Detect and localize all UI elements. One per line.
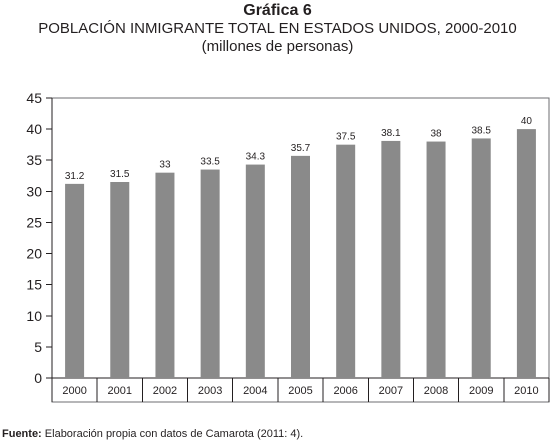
bar-value-label: 38.5 <box>471 125 491 136</box>
chart-number: Gráfica 6 <box>243 2 312 19</box>
bar <box>155 172 175 378</box>
bar-value-label: 35.7 <box>291 143 311 154</box>
source-text: Elaboración propia con datos de Camarota… <box>41 428 304 440</box>
x-tick-label: 2004 <box>243 385 267 397</box>
bar-value-label: 31.2 <box>65 171 85 182</box>
bar <box>336 144 356 378</box>
bar <box>516 129 536 378</box>
bar <box>381 140 401 378</box>
y-tick-label: 25 <box>26 214 42 230</box>
x-tick-label: 2002 <box>153 385 177 397</box>
y-tick-label: 5 <box>34 339 42 355</box>
bar-value-label: 33 <box>159 160 171 171</box>
y-tick-label: 10 <box>26 308 42 324</box>
y-tick-label: 30 <box>26 183 42 199</box>
bar-value-label: 40 <box>521 116 533 127</box>
bar <box>471 138 491 378</box>
bar-value-label: 38.1 <box>381 128 401 139</box>
x-tick-label: 2009 <box>469 385 493 397</box>
x-tick-label: 2006 <box>333 385 357 397</box>
bar <box>245 164 265 378</box>
bar-value-label: 34.3 <box>246 152 266 163</box>
bar-value-label: 31.5 <box>110 169 130 180</box>
x-tick-label: 2003 <box>198 385 222 397</box>
y-tick-label: 45 <box>26 90 42 106</box>
x-tick-label: 2000 <box>62 385 86 397</box>
y-tick-label: 15 <box>26 277 42 293</box>
x-tick-label: 2005 <box>288 385 312 397</box>
y-tick-label: 35 <box>26 152 42 168</box>
chart-subtitle: (millones de personas) <box>201 38 354 55</box>
bar-chart: 0 5 10 15 20 25 30 35 40 45 31.2 2000 31.5 2001 33 2002… <box>26 90 550 403</box>
bar <box>110 182 130 378</box>
bar <box>65 183 85 378</box>
bar-value-label: 38 <box>430 129 442 140</box>
x-tick-label: 2010 <box>514 385 538 397</box>
source-label: Fuente: <box>2 428 42 440</box>
y-tick-label: 20 <box>26 246 42 262</box>
bar <box>426 141 446 378</box>
x-tick-label: 2008 <box>424 385 448 397</box>
y-tick-label: 40 <box>26 121 42 137</box>
chart-header: Gráfica 6 POBLACIÓN INMIGRANTE TOTAL EN … <box>0 0 555 56</box>
chart-title: POBLACIÓN INMIGRANTE TOTAL EN ESTADOS UN… <box>38 20 517 37</box>
x-tick-label: 2001 <box>108 385 132 397</box>
x-tick-label: 2007 <box>379 385 403 397</box>
bar-value-label: 33.5 <box>200 157 220 168</box>
bar <box>291 155 310 378</box>
bar <box>200 169 220 378</box>
bar-value-label: 37.5 <box>336 132 356 143</box>
source-note: Fuente: Elaboración propia con datos de … <box>2 428 303 441</box>
y-tick-label: 0 <box>34 370 42 386</box>
